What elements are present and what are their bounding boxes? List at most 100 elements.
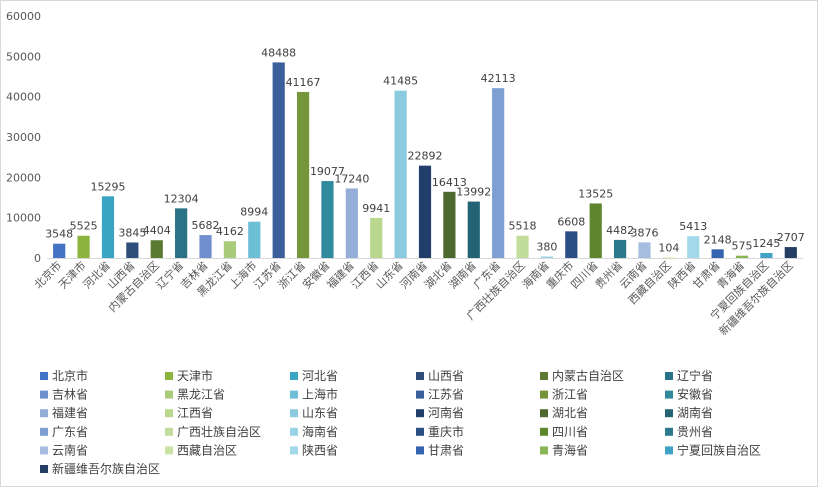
data-label: 15295 [90, 180, 125, 193]
bar [638, 242, 651, 258]
legend-swatch [40, 465, 48, 473]
data-label: 6608 [557, 215, 585, 228]
legend-swatch [665, 409, 673, 418]
legend-swatch [165, 409, 173, 418]
legend-label: 四川省 [552, 425, 588, 439]
bar [589, 203, 602, 258]
data-label: 1245 [752, 237, 780, 250]
y-tick-label: 10000 [6, 212, 41, 225]
data-label: 380 [536, 240, 557, 253]
legend-label: 海南省 [302, 424, 338, 439]
bar [492, 88, 505, 259]
bar [711, 249, 724, 258]
data-label: 12304 [164, 192, 199, 205]
bar [443, 191, 456, 258]
legend-label: 江西省 [177, 406, 213, 420]
data-label: 575 [732, 240, 753, 253]
bar [418, 165, 432, 258]
data-label: 41485 [383, 75, 418, 88]
legend-swatch [290, 390, 298, 399]
data-label: 3876 [630, 226, 658, 239]
data-label: 3845 [118, 226, 146, 239]
legend-swatch [540, 372, 548, 380]
legend-swatch [665, 372, 673, 380]
legend-label: 重庆市 [428, 424, 464, 439]
legend-swatch [290, 427, 298, 436]
legend-label: 湖南省 [677, 405, 713, 420]
legend-swatch [416, 372, 424, 380]
legend-label: 西藏自治区 [177, 443, 237, 457]
bar [77, 235, 90, 258]
legend-swatch [416, 446, 424, 455]
bar [394, 90, 407, 258]
legend-swatch [40, 409, 48, 418]
legend-label: 山东省 [302, 406, 338, 420]
legend-label: 贵州省 [677, 425, 713, 439]
y-tick-label: 60000 [6, 10, 41, 23]
data-label: 4482 [606, 224, 634, 237]
data-label: 13992 [456, 186, 491, 199]
bar [53, 243, 66, 258]
bar [321, 181, 334, 258]
bar [296, 91, 310, 258]
bar [614, 239, 627, 258]
legend-label: 浙江省 [552, 388, 588, 402]
legend-swatch [290, 409, 298, 418]
legend-swatch [665, 427, 673, 436]
y-tick-label: 40000 [6, 91, 41, 104]
data-label: 16413 [432, 176, 467, 189]
data-label: 104 [658, 242, 679, 255]
data-label: 22892 [408, 150, 443, 163]
legend-swatch [40, 390, 48, 399]
legend-swatch [290, 446, 298, 455]
legend-label: 山西省 [428, 369, 464, 383]
legend-label: 河南省 [428, 405, 464, 420]
legend-swatch [665, 446, 673, 455]
legend-swatch [290, 372, 298, 380]
data-label: 4404 [143, 224, 171, 237]
legend-label: 天津市 [177, 368, 213, 383]
legend-label: 江苏省 [428, 388, 464, 402]
legend-label: 广西壮族自治区 [177, 425, 261, 439]
data-label: 2148 [704, 233, 732, 246]
legend-swatch [40, 372, 48, 380]
bar [248, 221, 261, 258]
legend-label: 广东省 [52, 425, 88, 439]
legend-swatch [165, 446, 173, 455]
bar [101, 196, 115, 258]
bar [175, 208, 188, 258]
data-label: 48488 [261, 46, 296, 59]
bar [370, 217, 383, 258]
legend-swatch [416, 409, 424, 418]
legend-swatch [540, 409, 548, 418]
data-label: 5413 [679, 220, 707, 233]
data-label: 41167 [286, 76, 321, 89]
legend-swatch [416, 390, 424, 399]
legend-label: 吉林省 [52, 388, 88, 402]
data-label: 19077 [310, 165, 345, 178]
data-label: 42113 [481, 72, 516, 85]
legend-swatch [40, 427, 48, 436]
legend-label: 陕西省 [302, 442, 338, 457]
bar [516, 235, 529, 258]
bar [467, 201, 480, 258]
legend-label: 安徽省 [677, 387, 713, 402]
y-tick-label: 50000 [6, 50, 41, 63]
legend-label: 福建省 [52, 405, 88, 420]
data-label: 4162 [216, 225, 244, 238]
y-tick-label: 20000 [6, 171, 41, 184]
bar [223, 241, 236, 258]
bar [735, 255, 749, 258]
legend-label: 宁夏回族自治区 [677, 442, 761, 457]
data-label: 5525 [70, 220, 98, 233]
data-label: 13525 [578, 187, 613, 200]
legend-label: 辽宁省 [677, 368, 713, 383]
legend-swatch [165, 427, 173, 436]
data-label: 5682 [192, 219, 220, 232]
legend-swatch [540, 446, 548, 455]
legend-swatch [165, 372, 173, 380]
bar [150, 240, 163, 258]
legend-swatch [540, 390, 548, 399]
bar [126, 242, 139, 258]
data-label: 2707 [777, 231, 805, 244]
